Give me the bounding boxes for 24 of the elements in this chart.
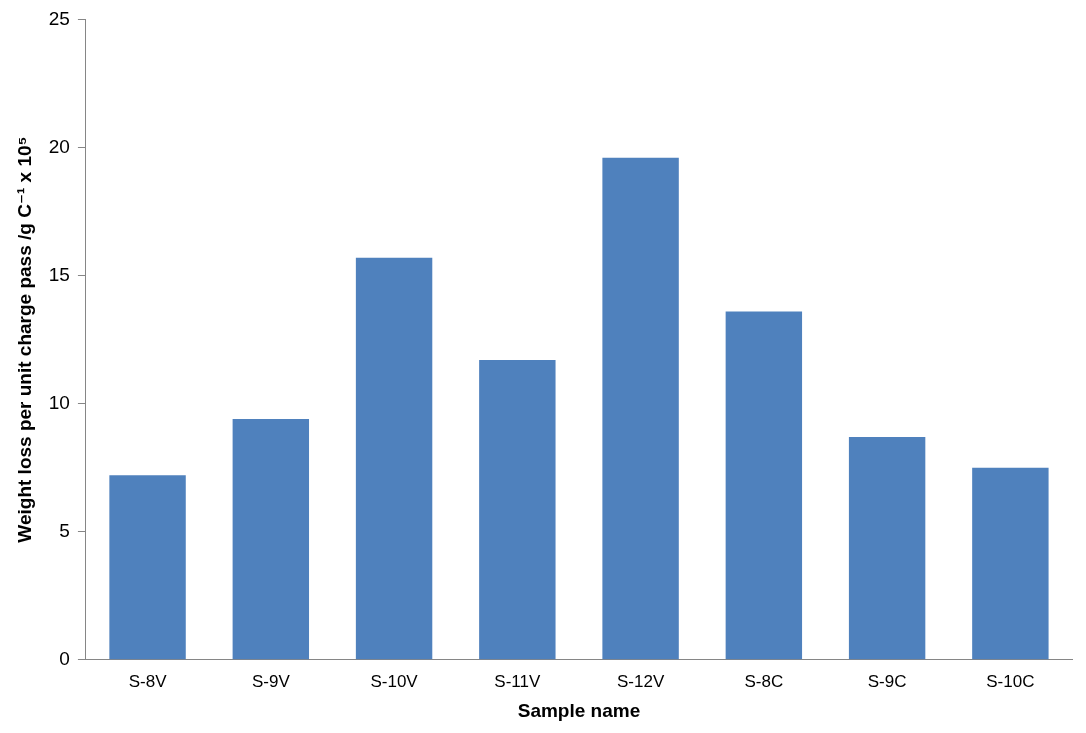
x-axis-title: Sample name bbox=[517, 699, 641, 721]
y-tick-label: 5 bbox=[59, 519, 70, 541]
y-tick-label: 25 bbox=[48, 7, 70, 29]
bar bbox=[725, 311, 803, 660]
bar bbox=[355, 257, 433, 660]
x-tick-label: S-12V bbox=[616, 671, 665, 691]
bar bbox=[479, 360, 556, 660]
y-axis-title: Weight loss per unit charge pass /g C⁻¹ x 10⁵ bbox=[13, 136, 35, 543]
x-tick-label: S-9C bbox=[867, 671, 907, 691]
x-tick-label: S-10V bbox=[370, 671, 419, 691]
bar bbox=[602, 157, 679, 660]
x-tick-label: S-11V bbox=[494, 671, 541, 691]
y-tick-label: 10 bbox=[48, 391, 70, 413]
bar bbox=[232, 419, 310, 660]
x-tick-label: S-8V bbox=[128, 671, 168, 691]
x-tick-label: S-10C bbox=[986, 671, 1035, 691]
x-tick-label: S-9V bbox=[251, 671, 291, 691]
y-tick-label: 20 bbox=[48, 135, 70, 157]
bar bbox=[972, 467, 1049, 660]
y-tick-label: 15 bbox=[48, 263, 70, 285]
y-tick-label: 0 bbox=[59, 648, 70, 670]
bar bbox=[848, 436, 926, 660]
bar bbox=[109, 475, 186, 660]
x-tick-label: S-8C bbox=[744, 671, 784, 691]
